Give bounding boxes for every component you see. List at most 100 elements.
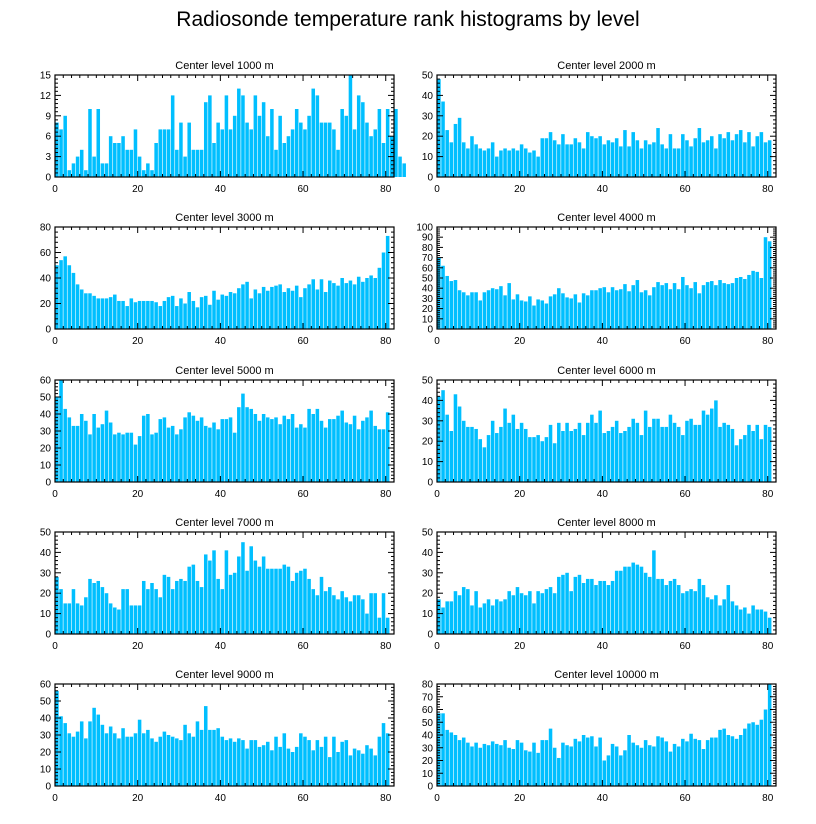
bar [767, 140, 772, 177]
bar [495, 433, 499, 482]
x-tick-label: 20 [132, 489, 144, 500]
bar [722, 138, 726, 177]
bar [344, 740, 349, 786]
bar [121, 728, 125, 786]
histogram-panel: Center level 7000 m 0 20 40 60 80 0 10 20 30 40 50 [40, 517, 395, 652]
bar [208, 729, 212, 786]
bar [474, 742, 478, 786]
bar [108, 297, 113, 330]
bar [356, 429, 361, 482]
bar [470, 136, 474, 177]
y-tick-label: 80 [422, 680, 434, 691]
bar [245, 748, 249, 786]
bar [162, 574, 167, 634]
bar [577, 574, 582, 634]
bar [710, 281, 714, 329]
bar [453, 591, 458, 634]
bar [602, 287, 607, 329]
y-tick-label: 0 [45, 782, 51, 793]
bar [245, 281, 249, 329]
bar [759, 609, 764, 634]
bar [381, 429, 386, 482]
bar [241, 284, 245, 330]
bar [104, 593, 109, 634]
bar [647, 295, 652, 329]
bar [203, 102, 208, 177]
y-tick-label: 20 [422, 304, 434, 315]
bar [385, 733, 390, 786]
bar [232, 432, 237, 482]
bar [137, 156, 142, 177]
bar [606, 431, 611, 482]
bar [689, 288, 693, 329]
bar [307, 578, 311, 634]
bar [718, 605, 722, 634]
bar [315, 740, 320, 786]
x-tick-label: 80 [762, 184, 774, 195]
bar [565, 297, 569, 329]
bar [199, 417, 204, 482]
bar [208, 427, 212, 482]
bar [228, 129, 233, 177]
bar-series [55, 380, 390, 482]
bar [453, 394, 458, 482]
bar [340, 278, 344, 329]
x-tick-label: 40 [215, 641, 227, 652]
bar [212, 290, 216, 329]
bar [294, 285, 299, 329]
bar [373, 425, 378, 482]
bar [241, 740, 245, 786]
bar [478, 747, 483, 786]
bar [100, 724, 105, 786]
bar [104, 163, 109, 177]
bar [552, 593, 557, 634]
bar [726, 424, 731, 482]
bar [175, 738, 179, 786]
bar [548, 132, 553, 177]
bar [104, 298, 109, 329]
bar [627, 146, 631, 177]
bar [328, 280, 332, 329]
bar [759, 132, 764, 177]
bar [598, 288, 602, 329]
bar [286, 136, 291, 177]
bar [548, 424, 553, 482]
bar [137, 605, 142, 634]
bar [100, 424, 105, 482]
bar [676, 426, 681, 482]
bar [187, 122, 191, 177]
bar [125, 306, 129, 329]
bar [693, 424, 697, 482]
bar [195, 149, 200, 177]
bar [249, 129, 253, 177]
x-tick-label: 40 [215, 184, 227, 195]
bar [693, 282, 697, 329]
bar [532, 603, 536, 634]
bar [75, 603, 80, 634]
bar [536, 752, 540, 786]
bar [499, 426, 503, 482]
bar [619, 755, 623, 786]
bar [195, 307, 200, 329]
bar [311, 279, 315, 329]
bar [369, 593, 373, 634]
bar [282, 733, 287, 786]
bar [474, 292, 478, 329]
bar [503, 599, 507, 634]
y-tick-label: 60 [40, 376, 52, 387]
bar [598, 136, 602, 177]
bar [503, 408, 507, 482]
bar [249, 546, 253, 634]
bar [697, 578, 702, 634]
bar [743, 142, 747, 177]
bar [478, 439, 483, 482]
bar [652, 142, 656, 177]
bar [257, 566, 262, 634]
x-tick-label: 60 [679, 641, 691, 652]
bar [220, 294, 225, 329]
bar [307, 740, 311, 786]
bar [265, 417, 270, 482]
bar [759, 439, 764, 482]
bar [751, 722, 755, 786]
bar [183, 580, 187, 634]
